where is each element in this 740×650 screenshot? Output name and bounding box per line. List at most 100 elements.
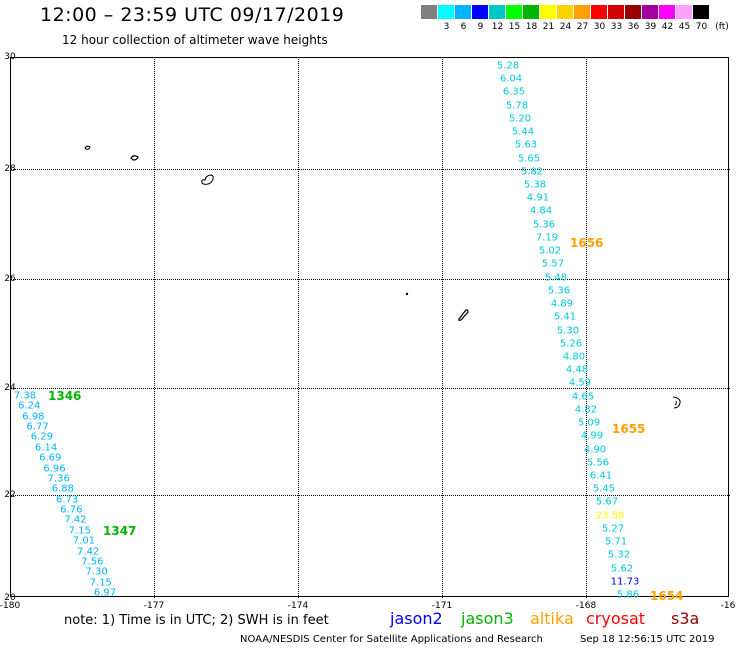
wave-height-label: 5.36 bbox=[532, 219, 556, 231]
pass-time-label: 1346 bbox=[48, 389, 82, 403]
wave-height-label: 6.73 bbox=[55, 494, 79, 506]
legend-swatch bbox=[489, 5, 506, 19]
color-scale-legend bbox=[421, 5, 710, 19]
map-plot-area: 30 28 26 24 22 20 -180 -177 -174 -171 -1… bbox=[0, 52, 735, 611]
legend-bin-label: 70 bbox=[695, 22, 708, 32]
wave-height-label: 5.36 bbox=[547, 285, 571, 297]
legend-bin-label: 33 bbox=[610, 22, 623, 32]
pass-time-label: 1654 bbox=[650, 589, 684, 603]
legend-swatch bbox=[540, 5, 557, 19]
grid-line-lat bbox=[10, 388, 730, 389]
island-outline bbox=[130, 155, 139, 161]
legend-swatch bbox=[506, 5, 523, 19]
wave-height-label: 5.82 bbox=[520, 166, 544, 178]
legend-swatch bbox=[693, 5, 710, 19]
legend-bin-label: 39 bbox=[644, 22, 657, 32]
wave-height-label: 5.63 bbox=[514, 139, 538, 151]
legend-swatch bbox=[642, 5, 659, 19]
wave-height-label: 4.99 bbox=[580, 430, 604, 442]
legend-swatch bbox=[574, 5, 591, 19]
wave-height-label: 7.01 bbox=[72, 535, 96, 547]
wave-height-label: 6.77 bbox=[26, 421, 49, 433]
wave-height-label: 6.69 bbox=[39, 452, 62, 464]
wave-height-label: 11.73 bbox=[610, 576, 640, 588]
island-outline bbox=[405, 292, 409, 296]
satellite-label-jason3: jason3 bbox=[461, 609, 514, 628]
pass-time-label: 1655 bbox=[612, 422, 646, 436]
wave-height-label: 5.27 bbox=[601, 523, 625, 535]
legend-swatch bbox=[591, 5, 608, 19]
wave-height-label: 6.14 bbox=[34, 442, 58, 454]
wave-height-label: 6.29 bbox=[30, 431, 53, 443]
wave-height-label: 4.82 bbox=[574, 404, 598, 416]
island-outline bbox=[84, 145, 91, 150]
wave-height-label: 4.89 bbox=[550, 298, 574, 310]
grid-line-lat bbox=[10, 495, 730, 496]
wave-height-label: 5.78 bbox=[505, 100, 529, 112]
legend-swatch bbox=[676, 5, 693, 19]
wave-height-label: 7.36 bbox=[47, 473, 70, 485]
wave-height-label: 7.38 bbox=[13, 390, 37, 402]
legend-bin-label: 21 bbox=[542, 22, 555, 32]
island-outline bbox=[201, 174, 214, 185]
wave-height-label: 7.56 bbox=[81, 556, 104, 568]
wave-height-label: 5.56 bbox=[586, 457, 610, 469]
wave-height-label: 5.02 bbox=[538, 245, 562, 257]
wave-height-label: 7.42 bbox=[77, 546, 100, 558]
wave-height-label: 6.24 bbox=[18, 400, 41, 412]
wave-height-label: 6.76 bbox=[60, 504, 83, 516]
legend-swatch bbox=[523, 5, 540, 19]
lat-tick-label: 30 bbox=[4, 52, 16, 62]
legend-unit-label: (ft) bbox=[715, 22, 729, 32]
satellite-label-cryosat: cryosat bbox=[586, 609, 646, 628]
wave-height-label: 5.44 bbox=[511, 126, 535, 138]
wave-height-label: 23.58 bbox=[595, 510, 625, 522]
legend-swatch bbox=[659, 5, 676, 19]
island-outline bbox=[672, 396, 681, 409]
grid-line-lat bbox=[10, 169, 730, 170]
lon-tick-label: -180 bbox=[0, 601, 21, 611]
wave-height-label: 5.20 bbox=[508, 113, 532, 125]
legend-bin-label: 15 bbox=[508, 22, 521, 32]
legend-bin-label: 12 bbox=[491, 22, 504, 32]
pass-time-label: 1347 bbox=[103, 524, 137, 538]
wave-height-label: 5.45 bbox=[592, 483, 616, 495]
legend-swatch bbox=[608, 5, 625, 19]
lon-tick-label: -177 bbox=[143, 601, 165, 611]
wave-height-label: 4.91 bbox=[526, 192, 550, 204]
wave-height-label: 5.65 bbox=[517, 153, 541, 165]
pass-time-label: 1656 bbox=[570, 236, 604, 250]
lat-tick-label: 22 bbox=[4, 490, 16, 500]
island-outline bbox=[458, 309, 469, 321]
satellite-label-s3a: s3a bbox=[671, 609, 700, 628]
wave-height-label: 7.15 bbox=[89, 577, 112, 589]
legend-swatch bbox=[438, 5, 455, 19]
lat-tick-label: 28 bbox=[4, 164, 16, 174]
wave-height-label: 6.98 bbox=[22, 411, 45, 423]
wave-height-label: 6.97 bbox=[93, 587, 117, 599]
wave-height-label: 5.09 bbox=[577, 417, 601, 429]
lat-tick-label: 20 bbox=[4, 593, 16, 603]
legend-bin-label: 36 bbox=[627, 22, 640, 32]
generated-timestamp: Sep 18 12:56:15 UTC 2019 bbox=[580, 634, 715, 645]
units-note: note: 1) Time is in UTC; 2) SWH is in fe… bbox=[64, 613, 329, 628]
wave-height-label: 4.48 bbox=[565, 364, 589, 376]
wave-height-label: 6.96 bbox=[43, 463, 66, 475]
legend-swatch bbox=[455, 5, 472, 19]
wave-height-label: 5.38 bbox=[523, 179, 547, 191]
legend-bin-label: 24 bbox=[559, 22, 572, 32]
legend-bin-label: 42 bbox=[661, 22, 674, 32]
wave-height-label: 5.32 bbox=[607, 549, 631, 561]
wave-height-label: 4.65 bbox=[571, 391, 595, 403]
legend-bin-label: 30 bbox=[593, 22, 606, 32]
legend-bin-label: 18 bbox=[525, 22, 538, 32]
lon-tick-label: -16 bbox=[720, 601, 736, 611]
lat-tick-label: 26 bbox=[4, 274, 16, 284]
wave-height-label: 5.30 bbox=[556, 325, 580, 336]
wave-height-label: 6.41 bbox=[589, 470, 613, 482]
legend-swatch bbox=[421, 5, 438, 19]
wave-height-label: 5.67 bbox=[595, 496, 619, 508]
wave-height-label: 6.88 bbox=[51, 483, 75, 495]
wave-height-label: 5.57 bbox=[541, 258, 565, 270]
lat-tick-label: 24 bbox=[4, 383, 16, 393]
